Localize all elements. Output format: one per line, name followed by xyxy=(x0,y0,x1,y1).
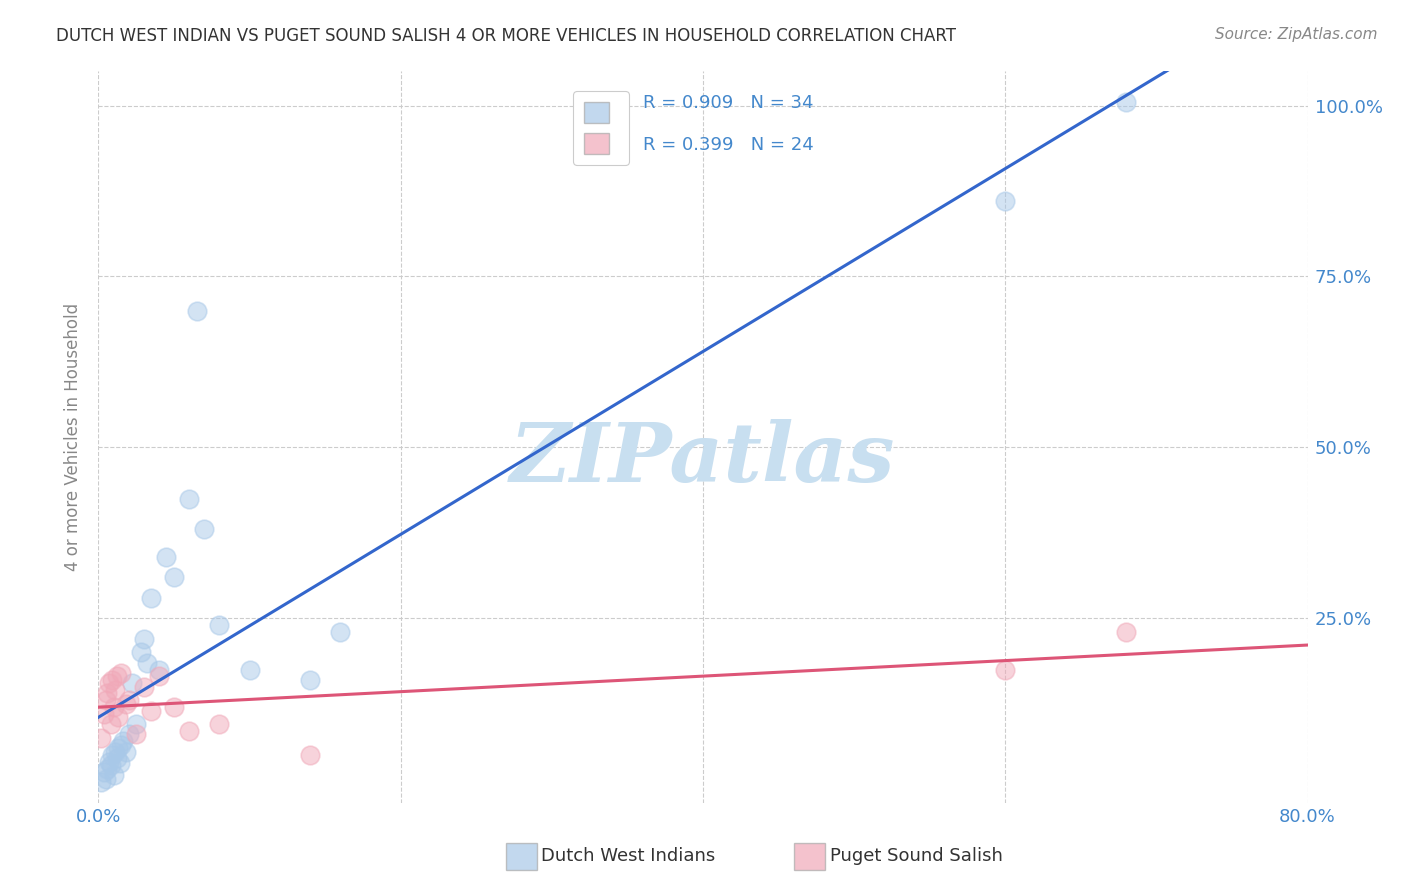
Text: DUTCH WEST INDIAN VS PUGET SOUND SALISH 4 OR MORE VEHICLES IN HOUSEHOLD CORRELAT: DUTCH WEST INDIAN VS PUGET SOUND SALISH … xyxy=(56,27,956,45)
Point xyxy=(111,734,134,748)
Point xyxy=(994,663,1017,677)
Point xyxy=(110,738,132,752)
Point xyxy=(141,591,163,605)
Point xyxy=(104,683,127,698)
Text: R = 0.399   N = 24: R = 0.399 N = 24 xyxy=(643,136,813,153)
Text: Dutch West Indians: Dutch West Indians xyxy=(541,847,716,865)
Point xyxy=(132,632,155,646)
Point xyxy=(118,727,141,741)
Legend: , : , xyxy=(574,91,628,165)
Point xyxy=(105,669,128,683)
Point xyxy=(193,522,215,536)
Point xyxy=(94,693,117,707)
Text: ZIPatlas: ZIPatlas xyxy=(510,419,896,499)
Point xyxy=(329,624,352,639)
Point xyxy=(299,747,322,762)
Point xyxy=(1115,624,1137,639)
Text: R = 0.909   N = 34: R = 0.909 N = 34 xyxy=(643,94,813,112)
Point xyxy=(148,663,170,677)
Point xyxy=(100,717,122,731)
Point xyxy=(125,717,148,731)
Point xyxy=(105,751,128,765)
Point xyxy=(186,303,208,318)
Point xyxy=(108,756,131,771)
Point xyxy=(118,693,141,707)
Point xyxy=(299,673,322,687)
Point xyxy=(132,680,155,694)
Point xyxy=(163,570,186,584)
Text: Puget Sound Salish: Puget Sound Salish xyxy=(830,847,1002,865)
Point xyxy=(208,618,231,632)
Text: Source: ZipAtlas.com: Source: ZipAtlas.com xyxy=(1215,27,1378,42)
Point xyxy=(90,731,112,745)
Point xyxy=(129,645,152,659)
Point xyxy=(98,755,121,769)
Point xyxy=(94,772,117,786)
Point xyxy=(179,491,201,506)
Point xyxy=(90,775,112,789)
Point xyxy=(135,656,157,670)
Point xyxy=(110,665,132,680)
Point xyxy=(141,704,163,718)
Point xyxy=(148,669,170,683)
Point xyxy=(96,686,118,700)
Point xyxy=(96,762,118,776)
Point xyxy=(98,676,121,690)
Point xyxy=(103,768,125,782)
Point xyxy=(114,745,136,759)
Point xyxy=(104,745,127,759)
Point xyxy=(114,697,136,711)
Point xyxy=(1115,95,1137,109)
Point xyxy=(101,747,124,762)
Point xyxy=(125,727,148,741)
Point xyxy=(208,717,231,731)
Point xyxy=(121,676,143,690)
Point xyxy=(107,741,129,756)
Point xyxy=(994,194,1017,209)
Point xyxy=(93,706,115,721)
Point xyxy=(100,758,122,772)
Point xyxy=(101,673,124,687)
Point xyxy=(93,765,115,780)
Point xyxy=(155,549,177,564)
Point xyxy=(103,700,125,714)
Point xyxy=(107,710,129,724)
Point xyxy=(239,663,262,677)
Y-axis label: 4 or more Vehicles in Household: 4 or more Vehicles in Household xyxy=(65,303,83,571)
Point xyxy=(179,724,201,739)
Point xyxy=(163,700,186,714)
